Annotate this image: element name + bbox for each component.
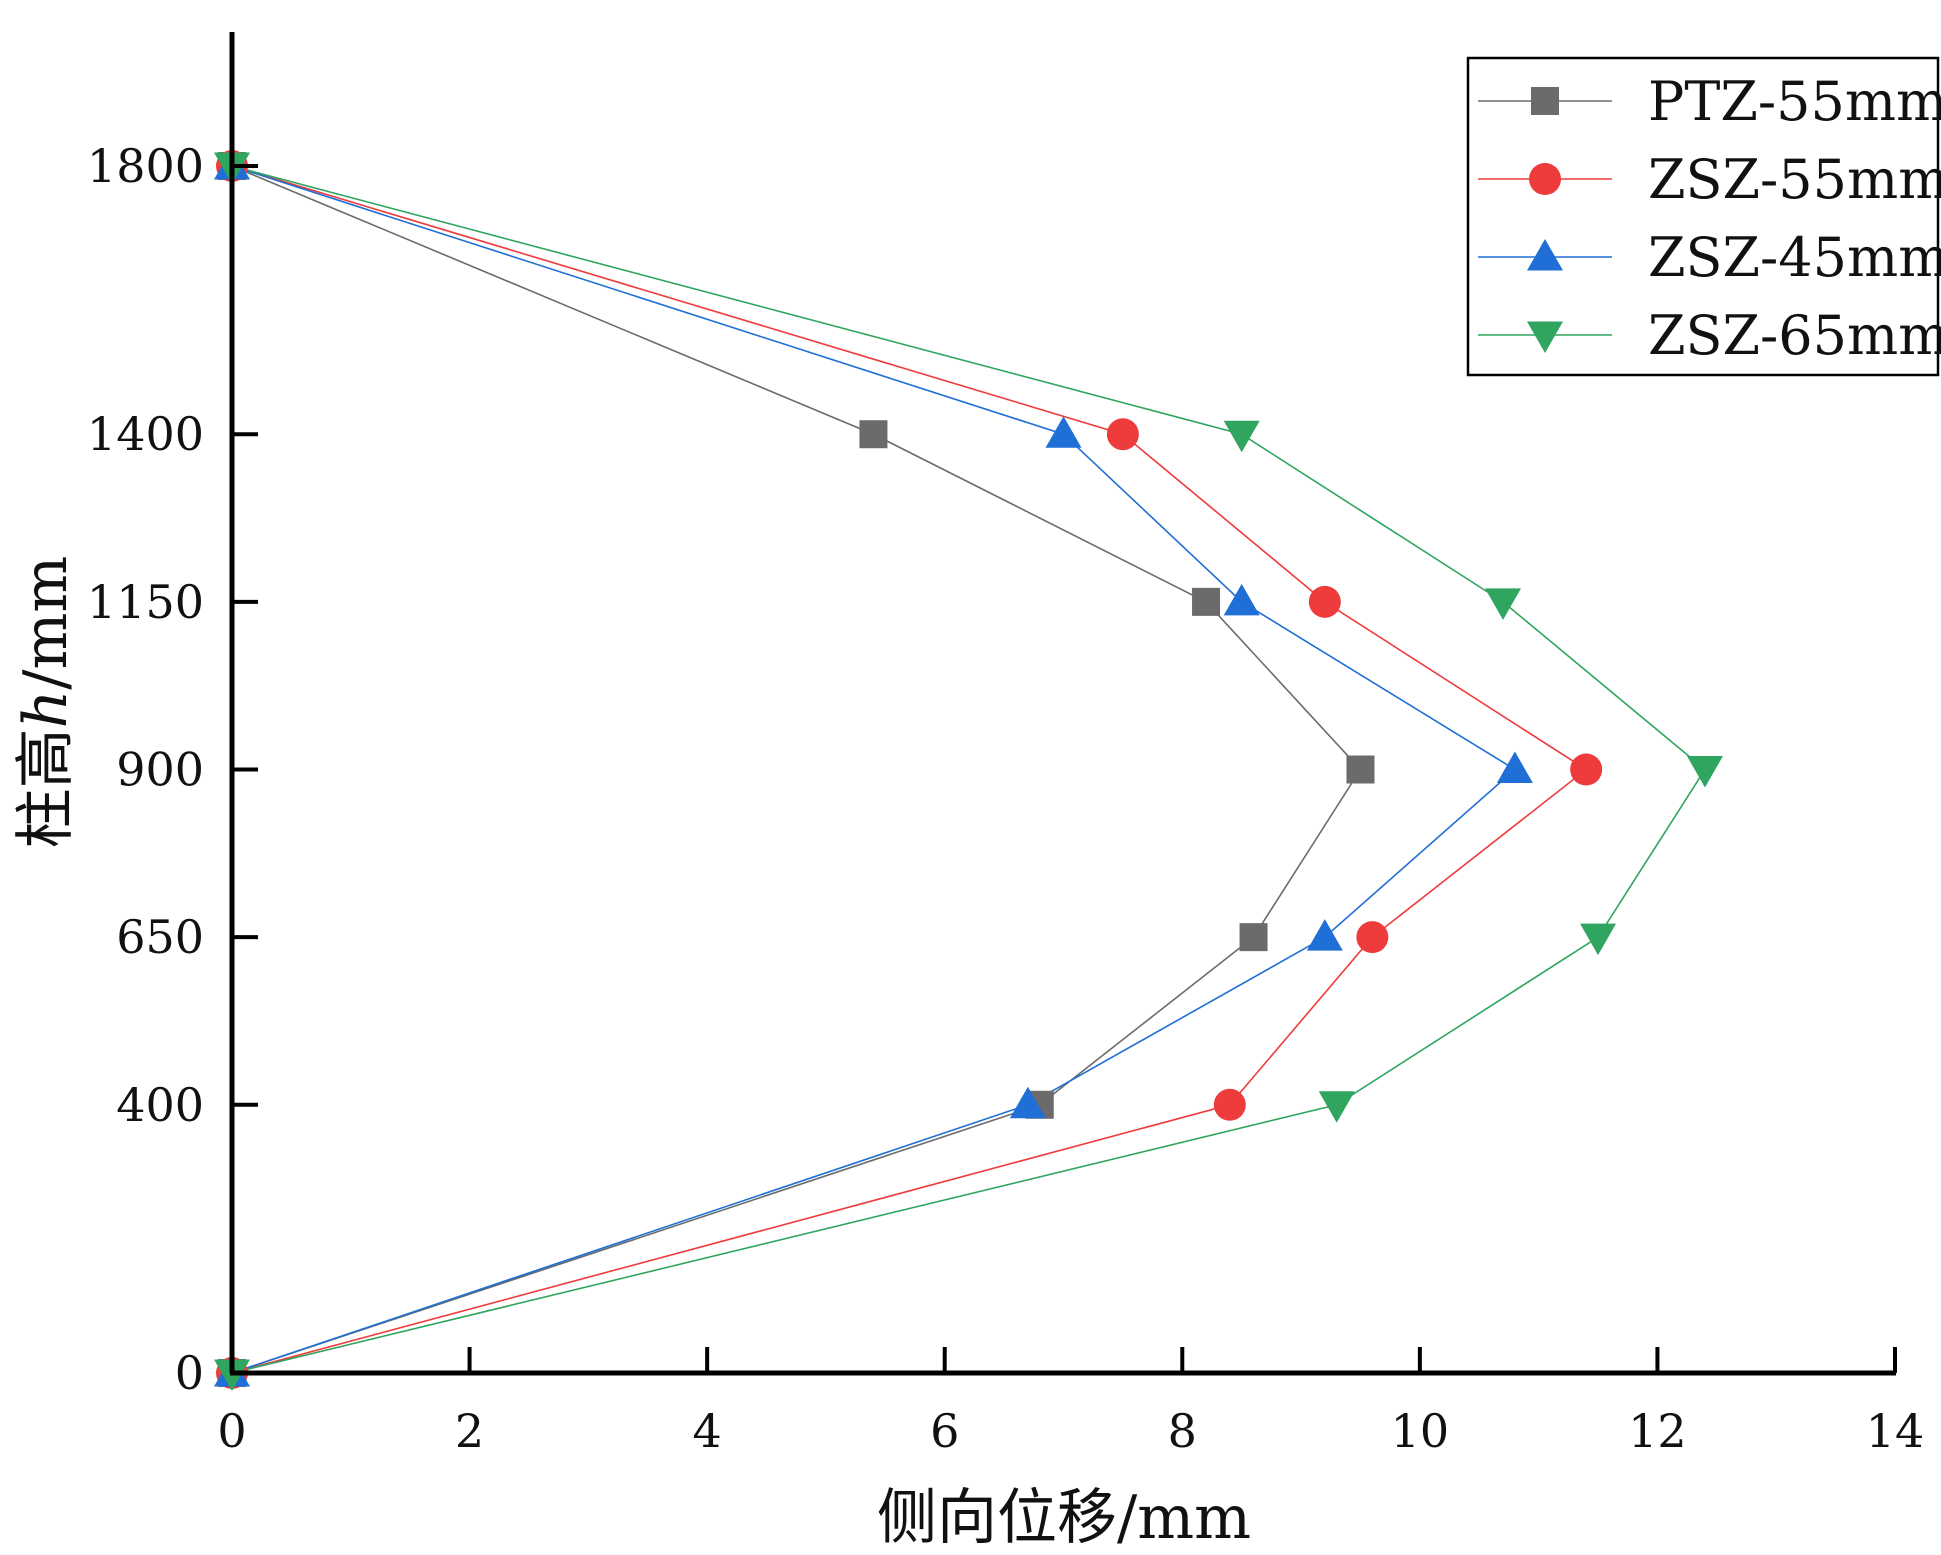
x-tick-label: 4: [693, 1404, 722, 1458]
legend-marker: [1527, 321, 1563, 353]
data-point-ZSZ-45mm: [1045, 416, 1082, 448]
data-point-PTZ-55mm: [1239, 923, 1268, 952]
data-point-ZSZ-55mm: [1356, 921, 1389, 954]
data-point-ZSZ-65mm: [1485, 588, 1522, 620]
y-tick-label: 650: [116, 910, 204, 964]
x-tick-label: 0: [217, 1404, 246, 1458]
y-axis-title-prefix: 柱高: [11, 728, 81, 848]
y-tick-label: 1800: [87, 139, 204, 193]
data-point-PTZ-55mm: [1192, 587, 1221, 616]
y-tick-label: 1400: [87, 407, 204, 461]
legend-marker: [1527, 239, 1563, 271]
data-point-ZSZ-55mm: [1213, 1088, 1246, 1121]
legend-marker: [1531, 87, 1559, 115]
series-line-ZSZ-55mm: [231, 165, 1588, 1374]
legend-marker: [1529, 163, 1561, 195]
legend-label: ZSZ-65mm: [1648, 304, 1941, 367]
x-tick-label: 12: [1628, 1404, 1687, 1458]
y-tick-label: 0: [175, 1346, 204, 1400]
x-tick-label: 10: [1391, 1404, 1450, 1458]
data-point-ZSZ-65mm: [1686, 756, 1723, 788]
legend: PTZ-55mm ZSZ-55mm ZSZ-45mm ZSZ-65mm: [1466, 56, 1941, 377]
x-axis-title: 侧向位移/mm: [877, 1483, 1251, 1553]
series-layer: [214, 148, 1723, 1391]
data-point-ZSZ-55mm: [1570, 753, 1603, 786]
x-tick-label: 6: [930, 1404, 959, 1458]
data-point-PTZ-55mm: [859, 420, 888, 449]
y-axis-title-italic: h: [11, 690, 81, 729]
data-point-ZSZ-45mm: [1009, 1086, 1046, 1119]
x-tick-label: 14: [1866, 1404, 1925, 1458]
series-line-ZSZ-45mm: [231, 165, 1517, 1374]
y-axis-title: 柱高h/mm: [11, 556, 81, 849]
data-point-ZSZ-55mm: [1308, 585, 1341, 618]
x-tick-label: 2: [455, 1404, 484, 1458]
data-point-ZSZ-65mm: [1318, 1091, 1355, 1123]
y-axis-title-suffix: /mm: [11, 556, 81, 690]
series-line-PTZ-55mm: [231, 165, 1362, 1374]
axes-layer: [229, 32, 1896, 1376]
legend-label: PTZ-55mm: [1648, 70, 1941, 133]
data-point-ZSZ-65mm: [1223, 420, 1260, 453]
y-tick-label: 1150: [87, 575, 204, 629]
x-ticks: 0 2 4 6 8 10 12 14: [217, 1347, 1924, 1458]
data-point-ZSZ-45mm: [1223, 583, 1260, 616]
y-ticks: 0 400 650 900 1150 1400 1800: [87, 139, 258, 1400]
data-point-ZSZ-45mm: [1306, 919, 1343, 951]
x-tick-label: 8: [1168, 1404, 1197, 1458]
y-tick-label: 900: [116, 743, 204, 797]
legend-label: ZSZ-55mm: [1648, 148, 1941, 211]
data-point-ZSZ-55mm: [1106, 418, 1139, 451]
y-tick-label: 400: [116, 1078, 204, 1132]
data-point-ZSZ-65mm: [1580, 923, 1617, 956]
data-point-ZSZ-45mm: [1496, 751, 1533, 783]
data-point-PTZ-55mm: [1346, 755, 1375, 784]
legend-label: ZSZ-45mm: [1648, 226, 1941, 289]
